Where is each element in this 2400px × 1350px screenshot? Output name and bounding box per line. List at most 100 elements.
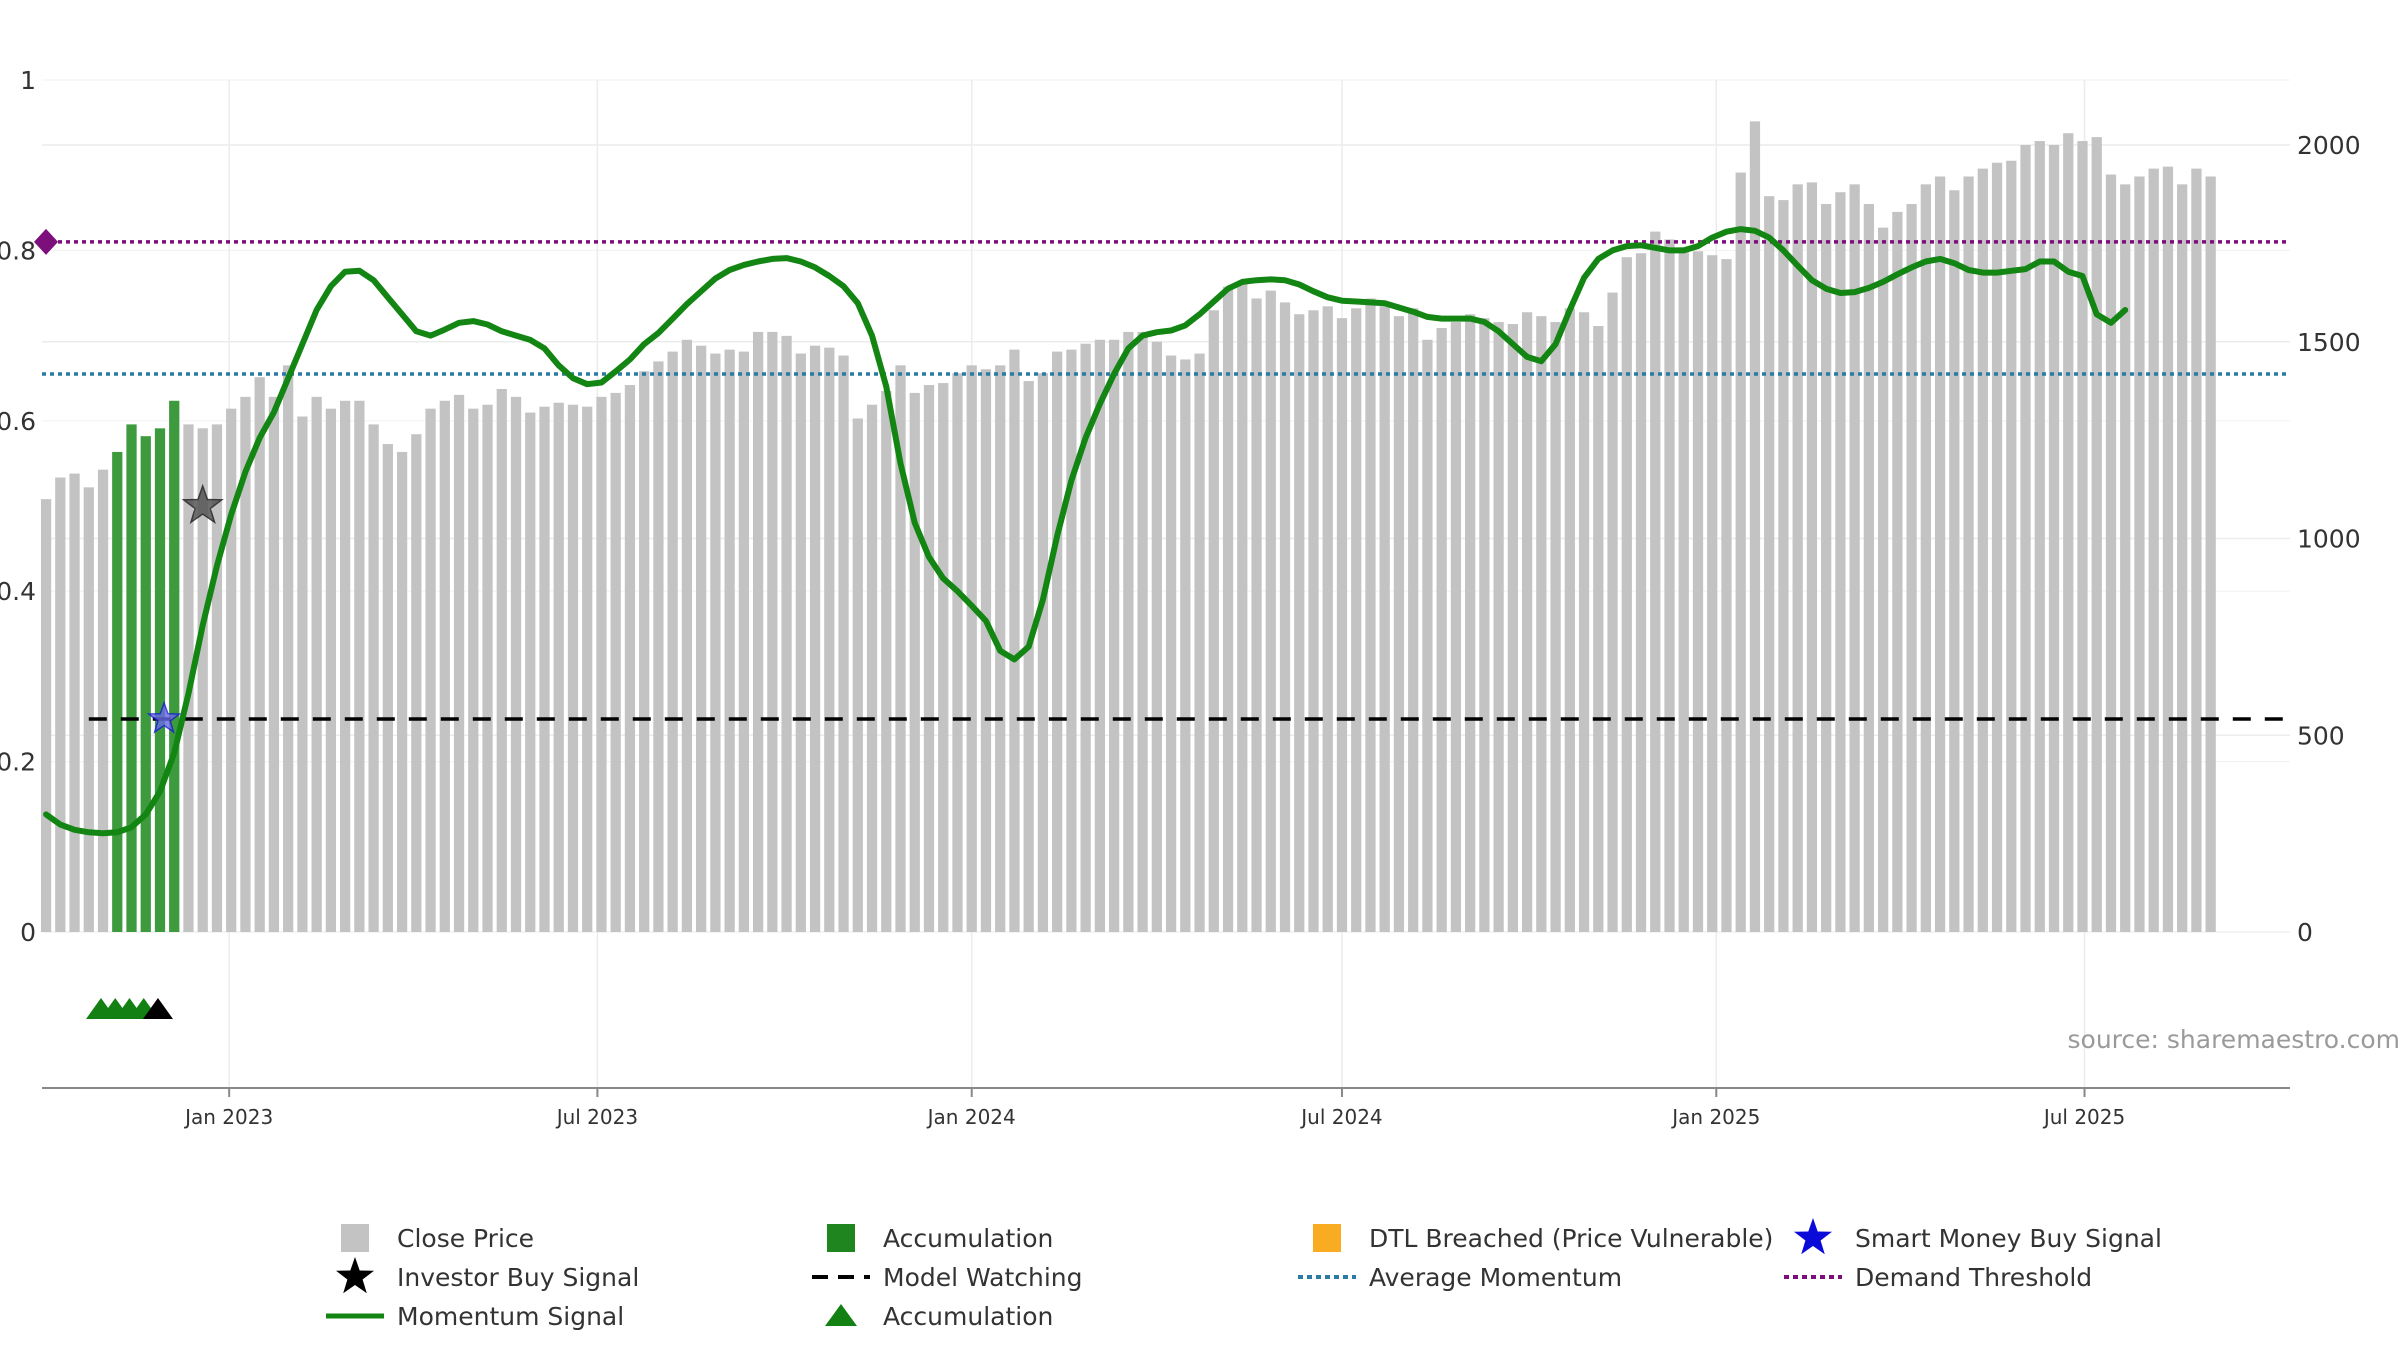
close-price-bar bbox=[1465, 314, 1476, 933]
close-price-bar bbox=[1578, 312, 1590, 932]
close-price-bar bbox=[240, 396, 251, 933]
close-price-bar bbox=[696, 345, 707, 932]
close-price-bar bbox=[453, 394, 465, 932]
close-price-bar bbox=[69, 473, 80, 932]
y-right-tick-label: 1500 bbox=[2297, 328, 2361, 357]
legend-dtl-icon bbox=[1313, 1224, 1341, 1252]
close-price-bar bbox=[1735, 172, 1746, 933]
legend-label: DTL Breached (Price Vulnerable) bbox=[1369, 1224, 1773, 1253]
close-price-bar bbox=[767, 331, 778, 933]
close-price-bar bbox=[1023, 381, 1034, 933]
close-price-bar bbox=[1180, 359, 1191, 932]
close-price-bar bbox=[1678, 247, 1689, 932]
legend-close-price-icon bbox=[341, 1224, 369, 1252]
legend-label: Close Price bbox=[397, 1224, 534, 1253]
close-price-bar bbox=[268, 396, 280, 933]
close-price-bar bbox=[824, 347, 835, 933]
close-price-bar bbox=[154, 428, 166, 932]
close-price-bar bbox=[1564, 308, 1575, 932]
signal-markers bbox=[146, 483, 224, 734]
close-price-bar bbox=[2091, 137, 2102, 932]
close-price-bar bbox=[496, 388, 507, 933]
close-price-bar bbox=[1351, 308, 1362, 932]
close-price-bar bbox=[297, 416, 308, 932]
legend-label: Smart Money Buy Signal bbox=[1855, 1224, 2162, 1253]
close-price-bar bbox=[325, 408, 337, 932]
close-price-bar bbox=[1707, 255, 1718, 932]
close-price-bar bbox=[2191, 168, 2202, 933]
legend-label: Model Watching bbox=[883, 1263, 1083, 1292]
y-right-tick-label: 0 bbox=[2297, 918, 2313, 947]
x-tick-label: Jan 2025 bbox=[1670, 1105, 1760, 1129]
close-price-bar bbox=[1792, 184, 1803, 933]
close-price-bar bbox=[596, 396, 607, 933]
close-price-bar bbox=[2162, 166, 2174, 932]
legend-accumulation-triangle-icon bbox=[825, 1304, 857, 1326]
close-price-bar bbox=[2077, 141, 2088, 932]
close-price-bar bbox=[1393, 316, 1405, 932]
close-price-bar bbox=[1094, 339, 1106, 933]
y-left-tick-label: 0.8 bbox=[0, 236, 36, 265]
close-price-bar bbox=[1279, 302, 1291, 932]
close-price-bar bbox=[653, 361, 664, 932]
close-price-bar bbox=[1949, 190, 1960, 932]
close-price-bar bbox=[667, 351, 678, 932]
legend-label: Demand Threshold bbox=[1855, 1263, 2092, 1292]
close-price-bar bbox=[2020, 145, 2031, 932]
close-price-bar bbox=[1977, 168, 1988, 933]
close-price-bar bbox=[1764, 196, 1775, 932]
x-tick-label: Jul 2024 bbox=[1299, 1105, 1382, 1129]
close-price-bar bbox=[1778, 200, 1789, 933]
close-price-bar bbox=[1536, 316, 1547, 932]
close-price-bar bbox=[1863, 204, 1875, 932]
close-price-bar bbox=[923, 385, 935, 932]
accumulation-markers bbox=[85, 998, 173, 1019]
legend-label: Accumulation bbox=[883, 1302, 1053, 1331]
close-price-bar bbox=[809, 345, 821, 932]
close-price-bar bbox=[795, 353, 806, 932]
close-price-bar bbox=[1493, 322, 1504, 932]
close-price-bar bbox=[1308, 310, 1319, 932]
close-price-bar bbox=[1849, 184, 1860, 933]
close-price-bar bbox=[1294, 314, 1305, 933]
legend-label: Average Momentum bbox=[1369, 1263, 1622, 1292]
close-price-bars bbox=[40, 121, 2216, 933]
close-price-bar bbox=[582, 406, 593, 932]
close-price-bar bbox=[1265, 290, 1276, 933]
close-price-bar bbox=[482, 404, 493, 933]
y-left-tick-label: 0.2 bbox=[0, 748, 36, 777]
legend-label: Investor Buy Signal bbox=[397, 1263, 639, 1292]
close-price-bar bbox=[1080, 343, 1091, 932]
legend-label: Momentum Signal bbox=[397, 1302, 624, 1331]
close-price-bar bbox=[1507, 324, 1518, 933]
close-price-bar bbox=[1920, 184, 1931, 933]
close-price-bar bbox=[881, 390, 892, 932]
close-price-bar bbox=[1550, 322, 1561, 932]
close-price-bar bbox=[140, 436, 151, 932]
close-price-bar bbox=[1436, 327, 1447, 932]
close-price-bar bbox=[2134, 176, 2145, 933]
close-price-bar bbox=[1450, 322, 1462, 932]
close-price-bar bbox=[553, 402, 564, 932]
close-price-bar bbox=[781, 335, 792, 932]
x-tick-label: Jan 2024 bbox=[926, 1105, 1016, 1129]
close-price-bar bbox=[567, 404, 579, 933]
close-price-bar bbox=[2006, 160, 2017, 933]
close-price-bar bbox=[411, 434, 422, 932]
close-price-bar bbox=[1934, 176, 1946, 933]
close-price-bar bbox=[1835, 192, 1846, 933]
momentum-signal-line bbox=[43, 226, 2129, 837]
close-price-bar bbox=[169, 400, 180, 932]
close-price-bar bbox=[1037, 373, 1049, 933]
close-price-bar bbox=[952, 373, 963, 933]
close-price-bar bbox=[1365, 298, 1376, 933]
close-price-bar bbox=[1635, 253, 1647, 932]
close-price-bar bbox=[1108, 339, 1120, 933]
close-price-bar bbox=[126, 424, 137, 932]
close-price-bar bbox=[112, 451, 123, 932]
close-price-bar bbox=[525, 412, 536, 933]
legend: Close Price Accumulation DTL Breached (Pri… bbox=[326, 1218, 2162, 1331]
close-price-bar bbox=[382, 444, 393, 932]
close-price-bar bbox=[1222, 286, 1234, 932]
close-price-bar bbox=[226, 408, 237, 932]
